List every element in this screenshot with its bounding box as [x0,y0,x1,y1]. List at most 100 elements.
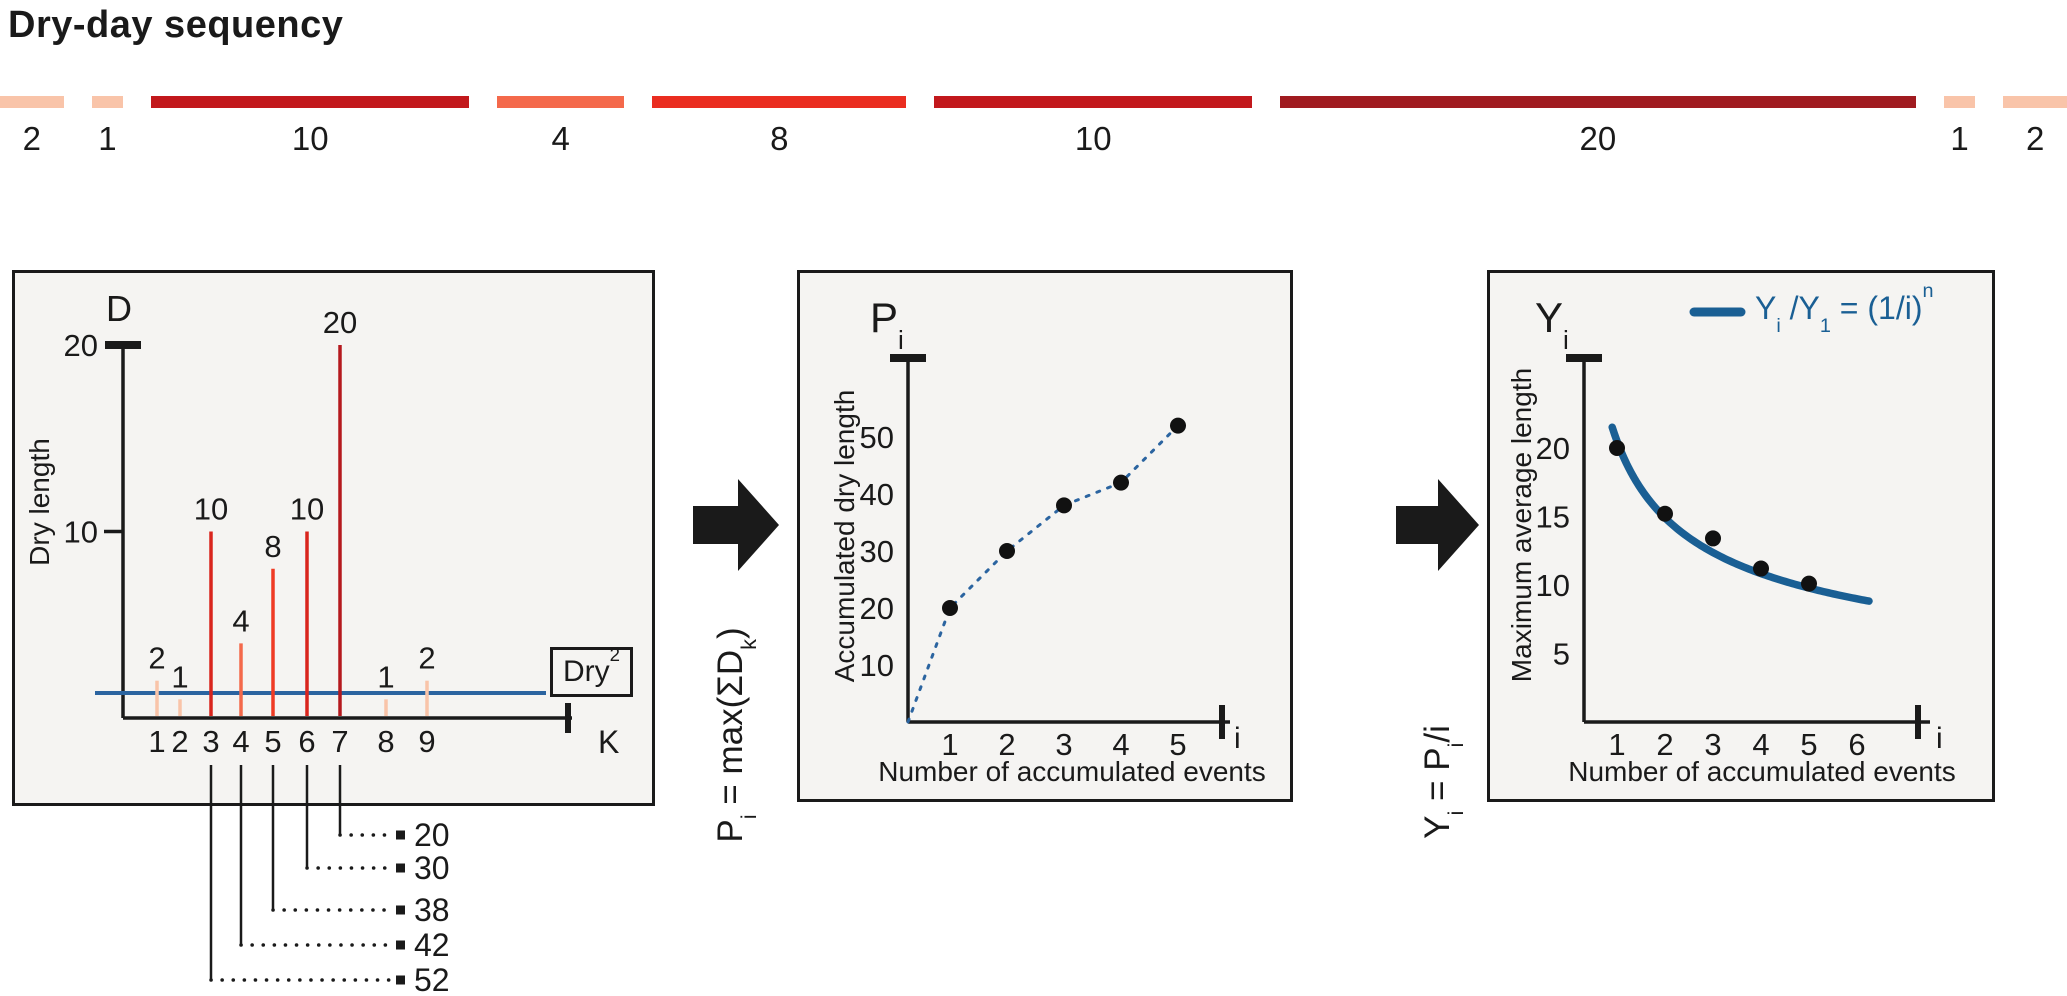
p2-x-end-label: i [1234,722,1241,755]
p1-x-tick-label: 9 [418,724,435,759]
p2-x-axis-title: Number of accumulated events [878,756,1266,787]
dry-spell-segment-label: 10 [1074,120,1112,157]
dry-spell-segment-label: 4 [551,120,570,157]
p1-x-tick-label: 4 [232,724,249,759]
dry-spell-segment-label: 20 [1579,120,1617,157]
fit-curve [1608,423,1873,605]
dry-length-stem-label: 1 [377,659,394,694]
accumulated-max-value: 20 [414,817,450,853]
flow-arrow-1 [693,479,779,571]
dry-length-stem-label: 8 [264,529,281,564]
fit-legend-label: Yi /Y1 = (1/i)n [1755,280,1934,337]
formula-pi-max-sum: Pi = max(ΣDk) [711,627,762,843]
p3-data-point [1753,560,1769,577]
accumulated-max-value: 52 [414,962,450,996]
leader-square-marker [396,863,405,873]
p3-x-tick-label: 2 [1656,727,1673,762]
p2-dashed-line [906,424,1180,724]
p2-x-tick-label: 4 [1112,727,1129,762]
figure-title: Dry-day sequency [8,4,344,46]
p2-y-tick-label: 30 [860,534,894,569]
dry-length-stem-label: 10 [194,492,228,527]
p2-y-tick-label: 40 [860,477,894,512]
dry-length-stem-label: 2 [148,641,165,676]
p2-data-point [999,543,1015,559]
dry-spell-segment [0,96,64,108]
dry-spell-segment [497,96,625,108]
dry-spell-segment [91,96,124,108]
p1-x-tick-label: 5 [264,724,281,759]
p3-data-point [1609,440,1625,456]
p1-x-tick-label: 2 [171,724,188,759]
p2-y-tick-label: 50 [860,420,894,455]
p1-y-tick-label: 10 [64,515,98,550]
dry-length-stem-label: 2 [418,641,435,676]
p1-x-tick-label: 6 [298,724,315,759]
p1-x-tick-label: 7 [331,724,348,759]
dry-length-stem-label: 4 [232,603,249,638]
p2-data-point [1056,497,1072,514]
p3-y-tick-label: 5 [1553,637,1570,672]
dry-spell-segment [151,96,470,108]
formula-yi-pi-over-i: Yi = Pi/i [1418,725,1469,839]
p3-data-point [1657,505,1673,522]
p1-x-tick-label: 8 [377,724,394,759]
p3-y-tick-label: 15 [1536,500,1570,535]
p1-y-tick-label: 20 [64,328,98,363]
p2-data-point [1113,474,1129,491]
p3-x-tick-label: 5 [1800,727,1817,762]
flow-arrow-2 [1396,479,1479,571]
leader-square-marker [396,940,405,950]
dry-spell-segment [934,96,1253,108]
p3-x-axis-title: Number of accumulated events [1568,756,1956,787]
dry-length-stem-label: 1 [171,659,188,694]
p3-axis-variable: Yi [1535,294,1569,355]
p2-y-tick-label: 20 [860,591,894,626]
p1-x-tick-label: 1 [148,724,165,759]
p2-data-point [1170,417,1186,434]
p2-axis-variable: Pi [870,294,904,355]
p3-data-point [1801,575,1817,592]
p3-y-tick-label: 10 [1536,568,1570,603]
dry-spell-segment-label: 2 [22,120,41,157]
dry-spell-segment-label: 1 [98,120,117,157]
dry-spell-segment-label: 10 [291,120,329,157]
p3-x-tick-label: 3 [1704,727,1721,762]
accumulated-max-value: 42 [414,927,450,963]
accumulated-max-value: 38 [414,892,450,928]
leader-square-marker [396,905,405,915]
leader-square-marker [396,975,405,985]
p3-x-tick-label: 6 [1848,727,1865,762]
dry-spell-segment [1943,96,1976,108]
p2-x-tick-label: 3 [1055,727,1072,762]
panel-accumulated-dry-length [797,270,1293,802]
p3-x-end-label: i [1936,722,1943,755]
p1-x-axis-variable: K [598,724,620,760]
p3-y-tick-label: 20 [1536,431,1570,466]
p1-axis-variable: D [106,288,132,329]
dry-squared-threshold-box: Dry2 [550,645,633,697]
dry-spell-segment-label: 8 [770,120,789,157]
accumulated-max-value: 30 [414,850,450,886]
p2-y-axis-title: Accumulated dry length [829,389,860,683]
dry-spell-segment [1280,96,1916,108]
p3-x-tick-label: 1 [1608,727,1625,762]
p2-x-tick-label: 2 [998,727,1015,762]
dry-spell-segment [652,96,907,108]
p1-y-axis-title: Dry length [24,438,55,566]
p3-data-point [1705,530,1721,547]
p2-data-point [942,600,958,616]
p3-y-axis-title: Maximum average length [1506,367,1537,683]
dry-spell-segment [2003,96,2067,108]
dry-spell-segment-label: 1 [1950,120,1969,157]
dry-spell-segment-label: 2 [2026,120,2045,157]
p2-x-tick-label: 1 [941,727,958,762]
p1-x-tick-label: 3 [202,724,219,759]
dry-length-stem-label: 20 [323,305,357,340]
leader-square-marker [396,830,405,840]
dry-length-stem-label: 10 [290,492,324,527]
p2-y-tick-label: 10 [860,648,894,683]
p3-x-tick-label: 4 [1752,727,1769,762]
